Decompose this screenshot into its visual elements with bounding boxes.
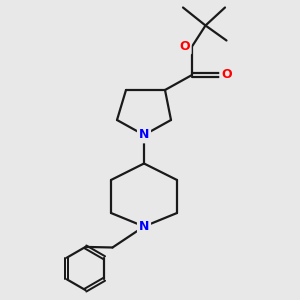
Text: O: O — [221, 68, 232, 82]
Text: N: N — [139, 220, 149, 233]
Text: N: N — [139, 128, 149, 142]
Text: O: O — [179, 40, 190, 53]
